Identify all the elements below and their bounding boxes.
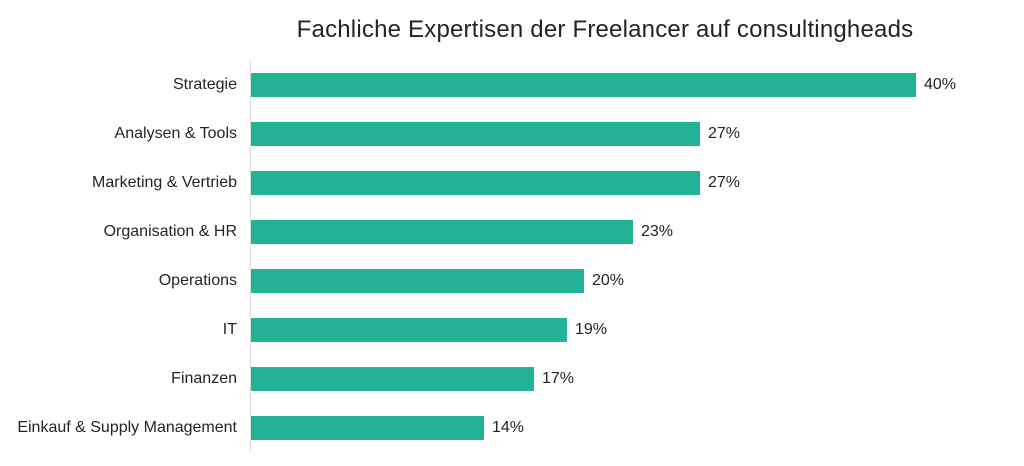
bar-track: 23% (250, 207, 1024, 256)
bar-strategie (251, 72, 916, 97)
bar-finanzen (251, 366, 534, 391)
bar-row: Marketing & Vertrieb 27% (0, 158, 1024, 207)
bar-track: 27% (250, 109, 1024, 158)
bar-einkauf-supply-management (251, 415, 484, 440)
bar-track: 27% (250, 158, 1024, 207)
category-label: Strategie (172, 75, 237, 93)
value-label: 17% (542, 369, 575, 387)
bar-track: 14% (250, 403, 1024, 452)
category-label: Organisation & HR (103, 222, 237, 240)
bar-row: Analysen & Tools 27% (0, 109, 1024, 158)
bar-row: Einkauf & Supply Management 14% (0, 403, 1024, 452)
value-label: 23% (641, 222, 674, 240)
value-label: 27% (708, 124, 741, 142)
value-label: 40% (924, 75, 957, 93)
category-label: Finanzen (171, 369, 237, 387)
bar-track: 40% (250, 60, 1024, 109)
bar-row: Strategie 40% (0, 60, 1024, 109)
value-label: 20% (592, 271, 625, 289)
bar-operations (251, 268, 584, 293)
bar-organisation-hr (251, 219, 633, 244)
bar-track: 20% (250, 256, 1024, 305)
plot-area: Strategie 40% Analysen & Tools 27% Marketing… (0, 60, 1024, 452)
bar-analysen-tools (251, 121, 700, 146)
category-label: IT (222, 320, 237, 338)
bar-row: IT 19% (0, 305, 1024, 354)
category-label: Marketing & Vertrieb (92, 173, 237, 191)
bar-it (251, 317, 567, 342)
category-label: Analysen & Tools (114, 124, 237, 142)
chart-title: Fachliche Expertisen der Freelancer auf … (296, 16, 914, 43)
bar-marketing-vertrieb (251, 170, 700, 195)
bar-track: 17% (250, 354, 1024, 403)
bar-row: Finanzen 17% (0, 354, 1024, 403)
bar-row: Organisation & HR 23% (0, 207, 1024, 256)
value-label: 14% (492, 418, 525, 436)
value-label: 27% (708, 173, 741, 191)
bar-track: 19% (250, 305, 1024, 354)
value-label: 19% (575, 320, 608, 338)
bar-row: Operations 20% (0, 256, 1024, 305)
category-label: Einkauf & Supply Management (17, 418, 237, 436)
category-label: Operations (158, 271, 237, 289)
